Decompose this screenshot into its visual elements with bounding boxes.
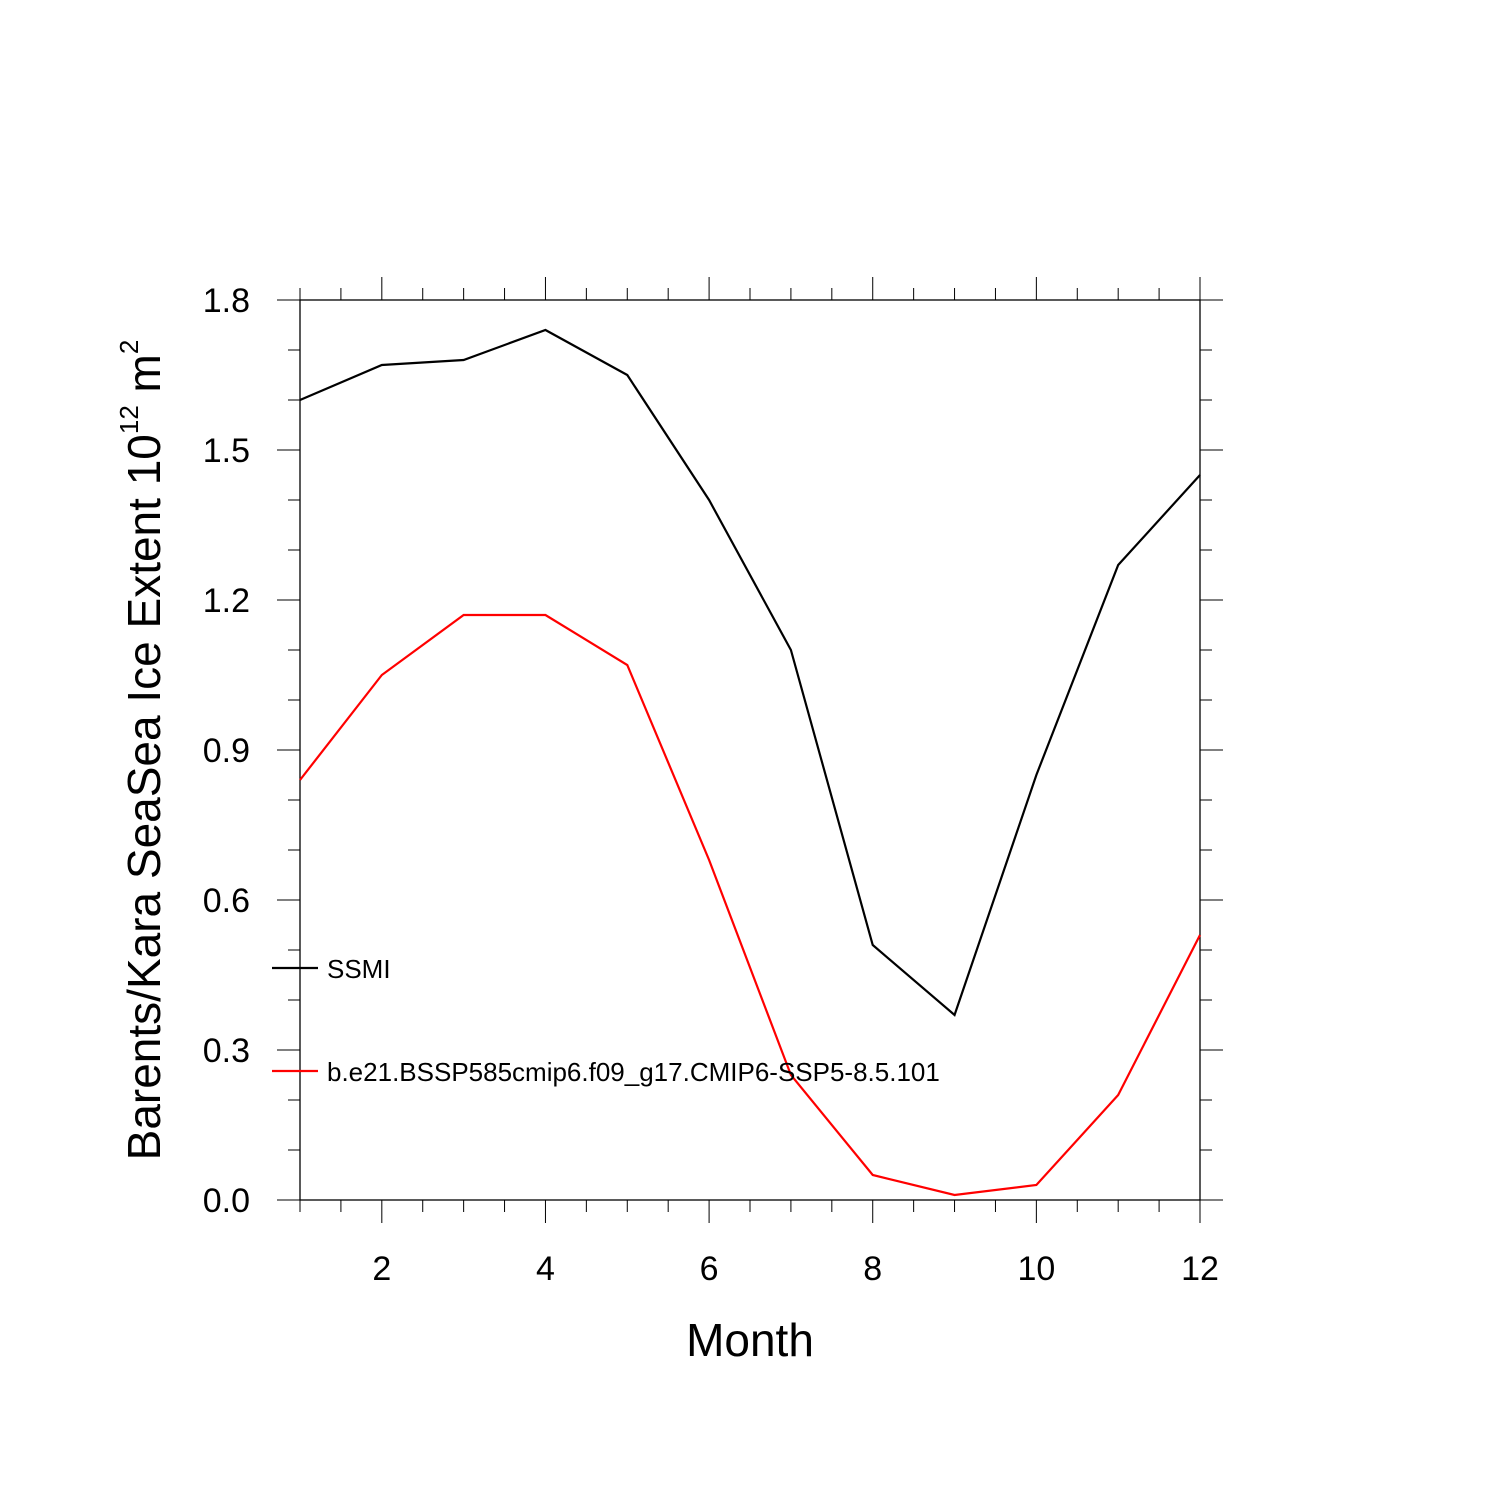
y-tick-label: 1.8 bbox=[203, 282, 250, 320]
data-line bbox=[299, 328, 1201, 1017]
x-axis-title: Month bbox=[686, 1314, 814, 1366]
x-tick-label: 8 bbox=[863, 1250, 882, 1288]
legend-label: SSMI bbox=[327, 954, 391, 984]
y-tick-label: 0.3 bbox=[203, 1032, 250, 1070]
y-axis-title-sup: 2 bbox=[114, 340, 144, 354]
y-axis-title: Barents/Kara SeaSea Ice Extent 1012 m2 bbox=[114, 340, 170, 1161]
y-axis-title-part: m bbox=[118, 354, 170, 405]
x-tick-label: 4 bbox=[536, 1250, 555, 1288]
legend-label: b.e21.BSSP585cmip6.f09_g17.CMIP6-SSP5-8.… bbox=[327, 1057, 940, 1087]
x-tick-label: 10 bbox=[1017, 1250, 1055, 1288]
y-tick-label: 1.5 bbox=[203, 432, 250, 470]
y-tick-label: 0.6 bbox=[203, 882, 250, 920]
y-tick-label: 0.0 bbox=[203, 1182, 250, 1220]
y-tick-label: 0.9 bbox=[203, 732, 250, 770]
y-axis-title-part: Barents/Kara SeaSea Ice Extent 10 bbox=[118, 434, 170, 1160]
x-tick-label: 2 bbox=[372, 1250, 391, 1288]
x-tick-label: 12 bbox=[1181, 1250, 1219, 1288]
y-tick-label: 1.2 bbox=[203, 582, 250, 620]
data-line bbox=[299, 613, 1201, 1197]
y-axis-title-sup: 12 bbox=[114, 405, 144, 434]
x-tick-label: 6 bbox=[700, 1250, 719, 1288]
